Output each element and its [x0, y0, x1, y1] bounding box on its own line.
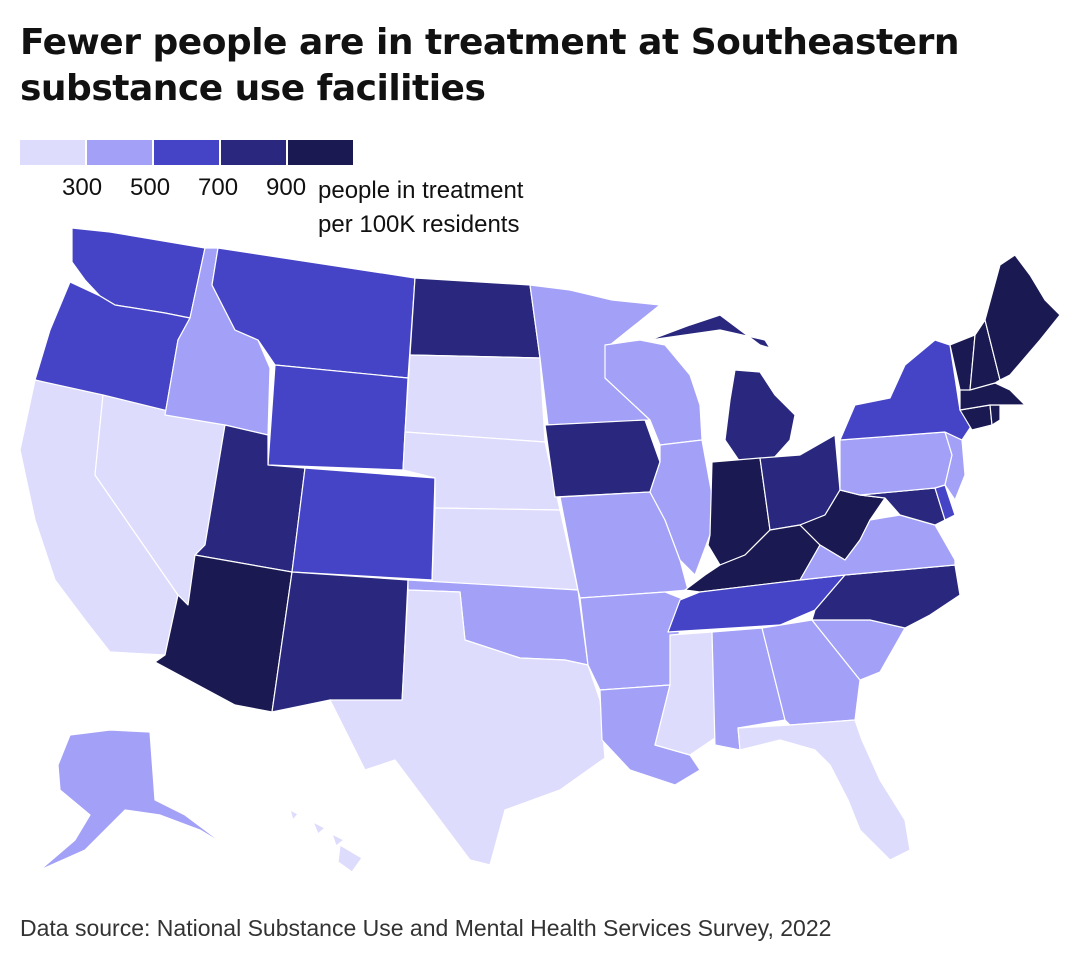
- us-choropleth-map: [19, 227, 1061, 873]
- chart-title: Fewer people are in treatment at Southea…: [20, 22, 959, 109]
- legend-swatch-3: [154, 140, 219, 165]
- legend-tick-500: 500: [130, 174, 171, 201]
- state-NM: [271, 571, 409, 713]
- state-NH: [969, 319, 1001, 391]
- state-MA: [959, 382, 1026, 411]
- state-ME: [984, 254, 1061, 381]
- state-IL: [649, 439, 713, 576]
- state-WI: [604, 339, 703, 446]
- state-MI: [649, 314, 796, 463]
- state-KS: [431, 507, 579, 591]
- state-RI: [989, 404, 1001, 426]
- legend-swatch-5: [288, 140, 353, 165]
- data-source-note: Data source: National Substance Use and …: [20, 915, 832, 941]
- state-HI: [289, 809, 363, 873]
- state-CO: [291, 467, 436, 581]
- state-ND: [409, 277, 541, 359]
- legend-tick-900: 900: [266, 174, 307, 201]
- state-TX: [329, 589, 606, 866]
- legend-swatch-4: [221, 140, 286, 165]
- state-WY: [267, 364, 409, 471]
- legend-unit-label: people in treatment per 100K residents: [318, 177, 524, 238]
- state-PA: [839, 431, 953, 496]
- legend-swatch-1: [20, 140, 85, 165]
- legend-tick-700: 700: [198, 174, 239, 201]
- state-IA: [544, 419, 661, 498]
- legend-tick-300: 300: [62, 174, 103, 201]
- color-legend: 300 500 700 900 people in treatment per …: [20, 140, 620, 250]
- state-SD: [404, 354, 546, 443]
- state-AK: [39, 729, 226, 871]
- state-AR: [579, 591, 686, 691]
- legend-swatch-2: [87, 140, 152, 165]
- state-NC: [811, 564, 961, 629]
- state-FL: [737, 719, 911, 861]
